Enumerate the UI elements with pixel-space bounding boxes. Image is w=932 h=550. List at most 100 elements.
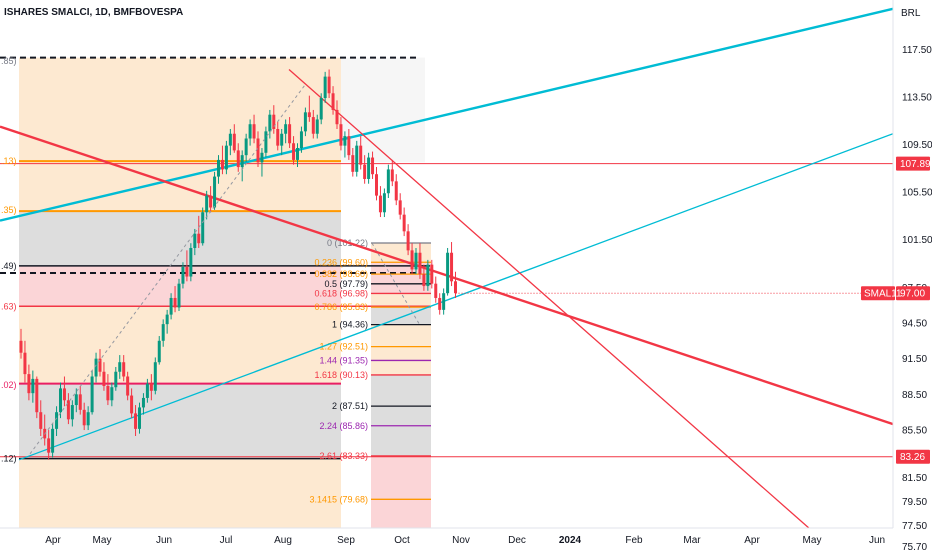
candle: [51, 424, 55, 458]
candle: [252, 114, 256, 144]
candle: [220, 145, 224, 175]
candle-body: [126, 376, 130, 396]
candle: [375, 167, 378, 201]
candle: [39, 400, 43, 436]
fib-level-label: 2.61 (83.33): [319, 451, 368, 461]
x-tick-label: May: [93, 535, 112, 546]
candle-body: [78, 394, 82, 410]
candle: [355, 140, 359, 177]
fib-level-label: 1 (94.36): [332, 320, 368, 330]
candle: [378, 186, 382, 218]
candle-body: [252, 124, 256, 139]
candle: [27, 364, 31, 401]
shade-zone: [341, 57, 425, 163]
candle: [442, 288, 446, 315]
time-axis: [0, 528, 893, 550]
candle-body: [303, 112, 307, 132]
candle-body: [327, 76, 331, 94]
candle: [78, 386, 82, 415]
candle-body: [59, 388, 62, 413]
candle-body: [378, 195, 382, 213]
candle-body: [165, 314, 169, 325]
candle-body: [343, 136, 347, 146]
candle: [268, 109, 272, 139]
left-fib-label: .12): [1, 454, 17, 464]
candle-body: [276, 128, 280, 146]
candle-body: [51, 428, 55, 453]
candle-body: [355, 145, 359, 172]
candle: [185, 250, 189, 282]
y-tick-label: 113.50: [902, 92, 932, 103]
candle-body: [122, 362, 126, 377]
candle: [398, 193, 402, 220]
candle: [138, 402, 141, 434]
candle: [311, 109, 315, 139]
candle: [280, 128, 284, 156]
candle-body: [347, 136, 351, 156]
candle: [110, 382, 114, 407]
x-tick-label: Oct: [394, 535, 410, 546]
x-tick-label: 2024: [559, 535, 582, 546]
candle: [382, 188, 386, 218]
candle-body: [169, 297, 173, 315]
candle-body: [193, 233, 197, 248]
candle: [82, 402, 86, 431]
left-fib-label: .02): [1, 380, 17, 390]
candle-body: [209, 195, 213, 208]
candle-body: [114, 371, 118, 388]
candle: [23, 340, 27, 383]
currency-label[interactable]: BRL: [901, 8, 921, 19]
fib-level-label: 2 (87.51): [332, 401, 368, 411]
candle: [209, 186, 213, 213]
candle: [90, 370, 94, 415]
x-tick-label: Apr: [45, 535, 61, 546]
candle: [74, 388, 78, 413]
candle: [422, 264, 426, 291]
candle: [339, 117, 343, 151]
badge-box: [896, 286, 930, 301]
candle: [331, 86, 335, 115]
candle: [288, 117, 292, 149]
candle-body: [323, 76, 327, 99]
candle: [418, 243, 422, 279]
candle-body: [39, 412, 43, 429]
candle-body: [244, 138, 248, 156]
candle: [35, 376, 39, 419]
candle: [224, 140, 228, 175]
y-tick-label: 88.50: [902, 390, 927, 401]
candle-body: [248, 124, 252, 139]
candle-body: [205, 195, 209, 213]
y-tick-label: 94.50: [902, 318, 927, 329]
candle-body: [311, 117, 315, 134]
candle-body: [422, 274, 426, 287]
left-fib-label: .63): [1, 301, 17, 311]
candle-body: [240, 155, 244, 168]
candle-body: [450, 252, 454, 282]
support-badge: 83.26: [896, 449, 930, 464]
candle: [130, 388, 134, 419]
candle: [149, 374, 153, 401]
x-tick-label: Apr: [744, 535, 760, 546]
left-fib-label: .85): [1, 56, 17, 66]
candle-body: [402, 214, 406, 232]
candle-body: [23, 352, 27, 375]
candle: [217, 155, 220, 184]
candle: [118, 355, 122, 379]
candle: [323, 71, 327, 103]
x-tick-label: Jun: [156, 535, 172, 546]
candle: [264, 126, 268, 158]
retracement-zone: [19, 211, 341, 266]
symbol-label: SMAL11: [864, 289, 902, 300]
candle-body: [288, 124, 292, 144]
y-tick-label: 75.70: [902, 542, 927, 550]
candle-body: [70, 405, 74, 420]
candle-body: [454, 281, 457, 294]
candle-body: [268, 114, 272, 132]
candle: [299, 126, 303, 153]
candle: [248, 119, 252, 146]
y-tick-label: 91.50: [902, 354, 927, 365]
candle-body: [130, 395, 134, 414]
overlay-lines: [29, 84, 893, 455]
price-axis: [893, 0, 932, 550]
